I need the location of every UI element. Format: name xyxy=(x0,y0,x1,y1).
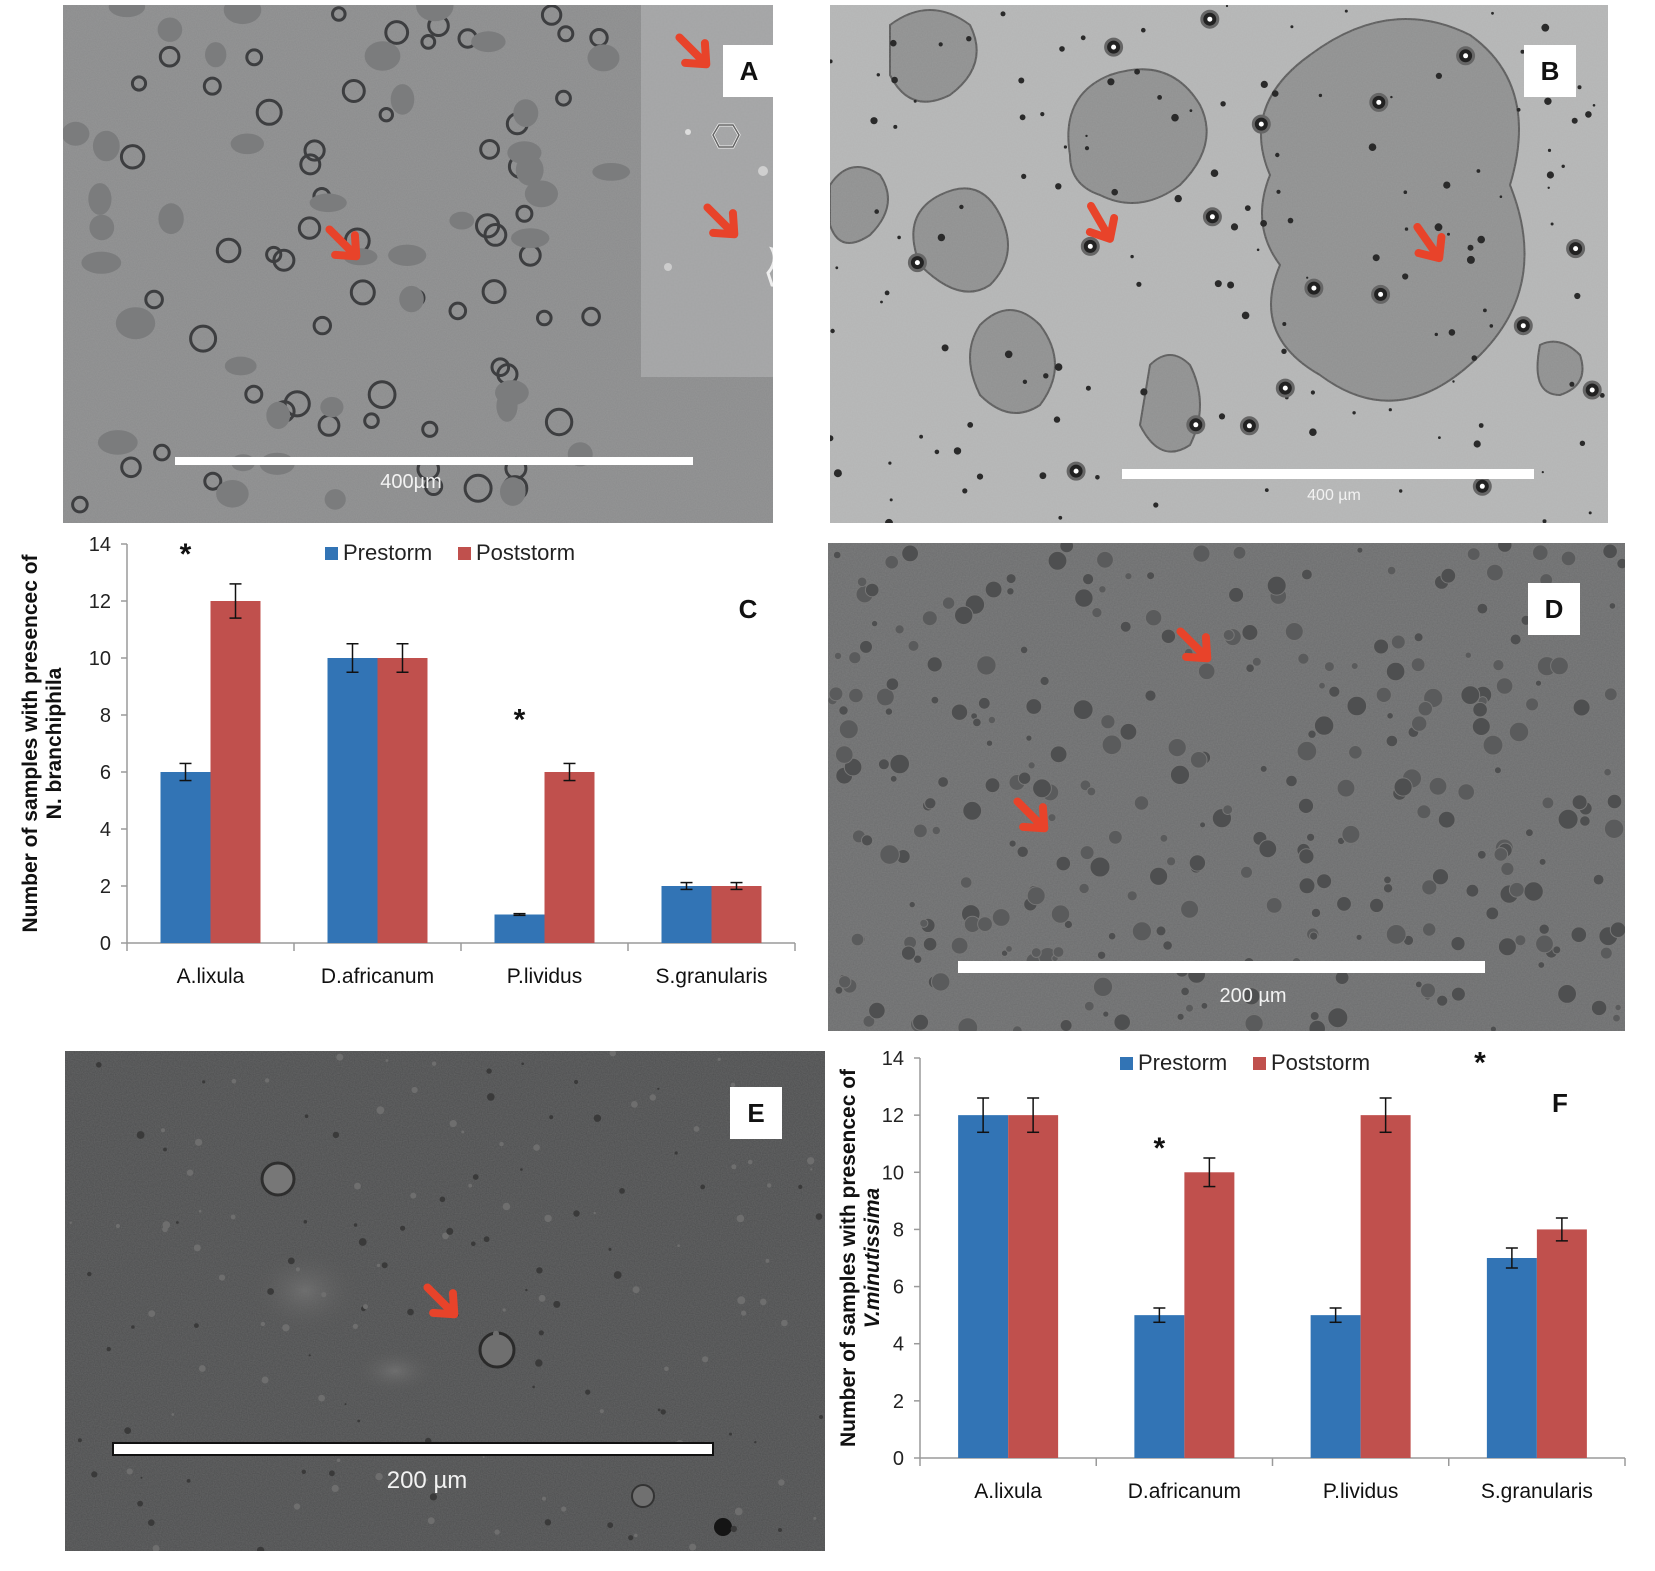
legend-swatch-poststorm xyxy=(458,547,471,560)
arrow-icon xyxy=(1085,201,1119,243)
micrograph-b-image xyxy=(830,5,1608,523)
scale-bar-label: 400 µm xyxy=(1307,487,1361,504)
y-axis-label: Number of samples with presencec of xyxy=(837,1068,860,1447)
micrograph-panel-a: A 400µm xyxy=(63,5,773,523)
micrograph-panel-b: B 400 µm xyxy=(830,5,1608,523)
panel-a-notch xyxy=(773,377,828,527)
bar-poststorm-a-lixula xyxy=(210,601,261,943)
x-tick-label: A.lixula xyxy=(177,965,245,988)
micrograph-panel-d: D 200 µm xyxy=(828,543,1625,1031)
y-tick-label: 14 xyxy=(882,1048,904,1070)
y-tick-label: 8 xyxy=(100,705,111,727)
micrograph-panel-e: E 200 µm xyxy=(65,1051,825,1551)
arrow-icon xyxy=(1413,222,1446,263)
y-tick-label: 12 xyxy=(89,591,111,613)
legend-label-prestorm: Prestorm xyxy=(343,540,432,565)
scale-bar xyxy=(958,961,1485,973)
x-tick-label: D.africanum xyxy=(321,965,434,988)
micrograph-a-image xyxy=(63,5,773,523)
x-tick-label: S.granularis xyxy=(1481,1480,1593,1503)
legend-swatch-prestorm xyxy=(1120,1057,1133,1070)
micrograph-d-image xyxy=(828,543,1625,1031)
y-tick-label: 0 xyxy=(893,1448,904,1470)
y-tick-label: 12 xyxy=(882,1105,904,1127)
significance-asterisk: * xyxy=(1154,1132,1166,1165)
x-tick-label: D.africanum xyxy=(1128,1480,1241,1503)
y-tick-label: 10 xyxy=(882,1162,904,1184)
scale-bar-label: 200 µm xyxy=(386,1467,468,1494)
arrow-icon xyxy=(423,1283,459,1319)
scale-bar-label: 400µm xyxy=(380,471,442,493)
legend-label-poststorm: Poststorm xyxy=(476,540,575,565)
y-axis-label: Number of samples with presencec of xyxy=(19,553,42,932)
scale-bar xyxy=(1122,469,1534,479)
significance-asterisk: * xyxy=(180,538,192,571)
bar-prestorm-d-africanum xyxy=(327,658,378,943)
bar-poststorm-s-granularis xyxy=(711,886,762,943)
bar-chart-f: 0 2 4 6 8 10 12 14 A.lixula D.africanum P.lividus S… xyxy=(830,1038,1655,1518)
x-tick-label: P.lividus xyxy=(1323,1480,1399,1503)
bar-poststorm-a-lixula xyxy=(1008,1115,1059,1458)
bar-prestorm-p-lividus xyxy=(494,914,545,943)
bar-prestorm-a-lixula xyxy=(160,772,211,943)
bar-poststorm-p-lividus xyxy=(1360,1115,1411,1458)
arrow-icon xyxy=(1013,797,1049,833)
micrograph-e-image xyxy=(65,1051,825,1551)
chart-c-svg: 0 2 4 6 8 10 12 14 A.lixula D.africanum P.lividus S… xyxy=(19,534,796,988)
y-tick-label: 6 xyxy=(893,1277,904,1299)
y-tick-label: 2 xyxy=(100,876,111,898)
bar-prestorm-s-granularis xyxy=(1486,1258,1537,1458)
x-tick-label: A.lixula xyxy=(974,1480,1042,1503)
panel-label-b: B xyxy=(1524,45,1576,97)
bar-prestorm-d-africanum xyxy=(1134,1315,1185,1458)
legend-swatch-poststorm xyxy=(1253,1057,1266,1070)
y-tick-label: 8 xyxy=(893,1219,904,1241)
chart-f-svg: 0 2 4 6 8 10 12 14 A.lixula D.africanum P.lividus S… xyxy=(837,1046,1626,1503)
scale-bar-label: 200 µm xyxy=(1219,985,1287,1007)
bar-prestorm-s-granularis xyxy=(661,886,712,943)
y-tick-label: 4 xyxy=(100,819,111,841)
arrow-icon xyxy=(675,33,711,69)
legend-swatch-prestorm xyxy=(325,547,338,560)
y-tick-label: 6 xyxy=(100,762,111,784)
y-tick-label: 4 xyxy=(893,1334,904,1356)
significance-asterisk: * xyxy=(1474,1046,1486,1079)
bar-prestorm-a-lixula xyxy=(958,1115,1009,1458)
arrow-icon xyxy=(703,203,739,239)
y-axis-label-species: V.minutissima xyxy=(861,1187,884,1328)
bar-poststorm-p-lividus xyxy=(544,772,595,943)
bar-poststorm-d-africanum xyxy=(377,658,428,943)
legend-label-prestorm: Prestorm xyxy=(1138,1050,1227,1075)
scale-bar xyxy=(112,1442,714,1456)
significance-asterisk: * xyxy=(514,703,526,736)
y-tick-label: 10 xyxy=(89,648,111,670)
y-axis-label-species: N. branchiphila xyxy=(43,667,66,819)
y-tick-label: 0 xyxy=(100,933,111,955)
bar-chart-c: 0 2 4 6 8 10 12 14 A.lixula D.africanum P.lividus S… xyxy=(0,530,820,1000)
bar-poststorm-s-granularis xyxy=(1536,1229,1587,1458)
bar-prestorm-p-lividus xyxy=(1310,1315,1361,1458)
bar-poststorm-d-africanum xyxy=(1184,1172,1235,1458)
panel-label-e: E xyxy=(730,1087,782,1139)
y-tick-label: 2 xyxy=(893,1391,904,1413)
x-tick-label: S.granularis xyxy=(655,965,767,988)
arrow-icon xyxy=(325,225,361,261)
panel-label-a: A xyxy=(723,45,773,97)
scale-bar xyxy=(175,457,693,465)
panel-label-c: C xyxy=(739,594,758,624)
y-tick-label: 14 xyxy=(89,534,111,556)
arrow-icon xyxy=(1176,627,1212,663)
panel-label-f: F xyxy=(1552,1088,1568,1118)
x-tick-label: P.lividus xyxy=(507,965,583,988)
legend-label-poststorm: Poststorm xyxy=(1271,1050,1370,1075)
panel-label-d: D xyxy=(1528,583,1580,635)
